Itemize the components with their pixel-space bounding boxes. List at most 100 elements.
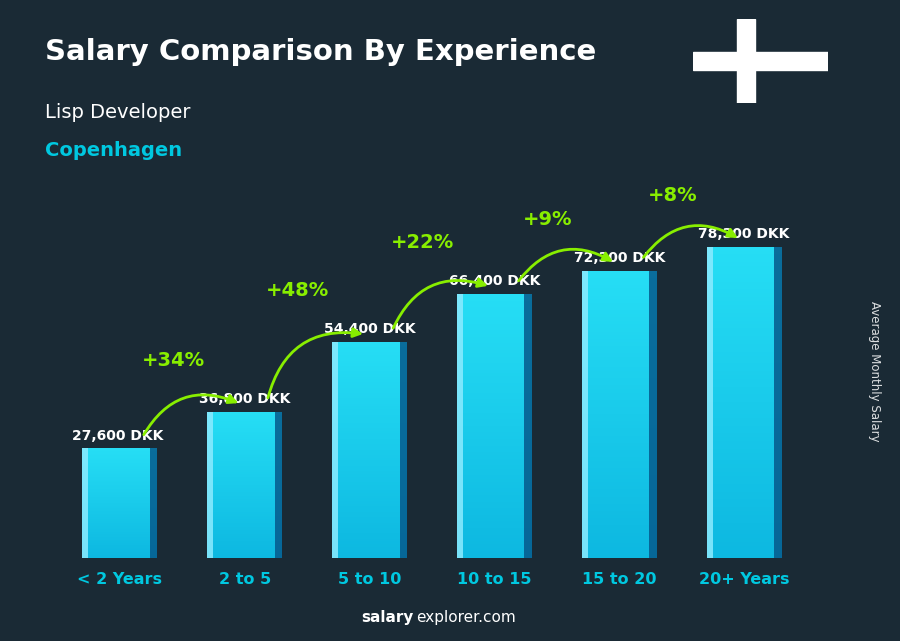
Bar xyxy=(83,514,158,515)
Bar xyxy=(83,478,158,479)
Bar xyxy=(457,399,532,403)
Bar xyxy=(332,417,407,420)
Bar xyxy=(207,512,283,514)
Bar xyxy=(706,538,781,542)
Bar xyxy=(706,535,781,538)
Bar xyxy=(332,466,407,469)
Bar xyxy=(706,410,781,414)
Bar xyxy=(706,336,781,340)
Bar xyxy=(581,486,657,490)
Bar xyxy=(706,258,781,262)
Bar xyxy=(581,461,657,464)
Bar xyxy=(706,426,781,429)
Bar xyxy=(207,428,283,429)
Bar xyxy=(706,383,781,387)
Bar xyxy=(332,426,407,428)
Bar xyxy=(581,360,657,364)
Bar xyxy=(332,444,407,447)
Bar xyxy=(457,422,532,426)
Bar xyxy=(332,449,407,453)
Bar xyxy=(457,379,532,383)
Bar xyxy=(207,554,283,556)
Bar xyxy=(581,353,657,356)
Bar xyxy=(274,412,283,558)
Bar xyxy=(332,353,407,355)
Bar xyxy=(332,479,407,482)
Bar xyxy=(706,332,781,336)
Bar xyxy=(332,420,407,422)
Bar xyxy=(581,529,657,533)
Bar xyxy=(774,247,781,558)
Bar xyxy=(83,535,158,536)
Bar xyxy=(457,310,532,313)
Bar xyxy=(207,506,283,508)
Bar xyxy=(581,544,657,547)
Bar xyxy=(207,549,283,551)
Bar xyxy=(457,426,532,429)
Bar xyxy=(457,518,532,521)
Bar xyxy=(581,274,657,278)
Bar xyxy=(581,508,657,511)
Bar xyxy=(581,457,657,461)
Bar xyxy=(332,428,407,431)
Bar xyxy=(207,468,283,470)
Bar xyxy=(207,444,283,446)
Bar xyxy=(706,278,781,281)
Bar xyxy=(457,548,532,551)
Bar xyxy=(207,419,283,420)
Bar xyxy=(706,254,781,258)
Bar xyxy=(332,506,407,509)
Bar xyxy=(83,487,158,488)
Bar xyxy=(581,522,657,526)
Bar xyxy=(581,292,657,296)
Bar xyxy=(207,412,283,413)
Bar xyxy=(581,490,657,493)
Bar xyxy=(581,346,657,349)
Bar xyxy=(332,471,407,474)
Bar xyxy=(581,349,657,353)
Bar xyxy=(457,541,532,544)
Bar xyxy=(83,484,158,485)
Bar xyxy=(83,496,158,497)
Bar xyxy=(457,356,532,360)
Bar xyxy=(706,356,781,360)
Bar xyxy=(706,453,781,456)
Bar xyxy=(706,456,781,460)
Bar xyxy=(706,503,781,507)
Bar xyxy=(83,490,158,492)
Bar xyxy=(332,509,407,512)
Bar xyxy=(581,464,657,468)
Bar xyxy=(706,281,781,286)
Text: 27,600 DKK: 27,600 DKK xyxy=(73,429,164,442)
Bar xyxy=(83,537,158,538)
Bar xyxy=(332,455,407,458)
Bar xyxy=(332,512,407,515)
Bar xyxy=(457,554,532,558)
Bar xyxy=(581,418,657,421)
Bar xyxy=(207,412,213,558)
Bar xyxy=(207,448,283,450)
Text: 78,300 DKK: 78,300 DKK xyxy=(698,227,790,241)
Bar xyxy=(207,497,283,499)
Bar xyxy=(332,371,407,374)
Text: 66,400 DKK: 66,400 DKK xyxy=(449,274,540,288)
Bar xyxy=(207,499,283,501)
Bar xyxy=(706,526,781,531)
Bar xyxy=(83,551,158,552)
Bar xyxy=(581,367,657,371)
Bar xyxy=(207,472,283,474)
Bar xyxy=(83,538,158,540)
Bar xyxy=(706,270,781,274)
Bar xyxy=(457,502,532,505)
Bar xyxy=(83,555,158,556)
Bar xyxy=(83,506,158,507)
Bar xyxy=(207,532,283,534)
Bar xyxy=(457,512,532,515)
Bar xyxy=(457,373,532,376)
Bar xyxy=(457,492,532,495)
Bar xyxy=(706,402,781,406)
Bar xyxy=(207,463,283,465)
Bar xyxy=(581,500,657,504)
Bar xyxy=(706,309,781,313)
Bar xyxy=(207,488,283,490)
